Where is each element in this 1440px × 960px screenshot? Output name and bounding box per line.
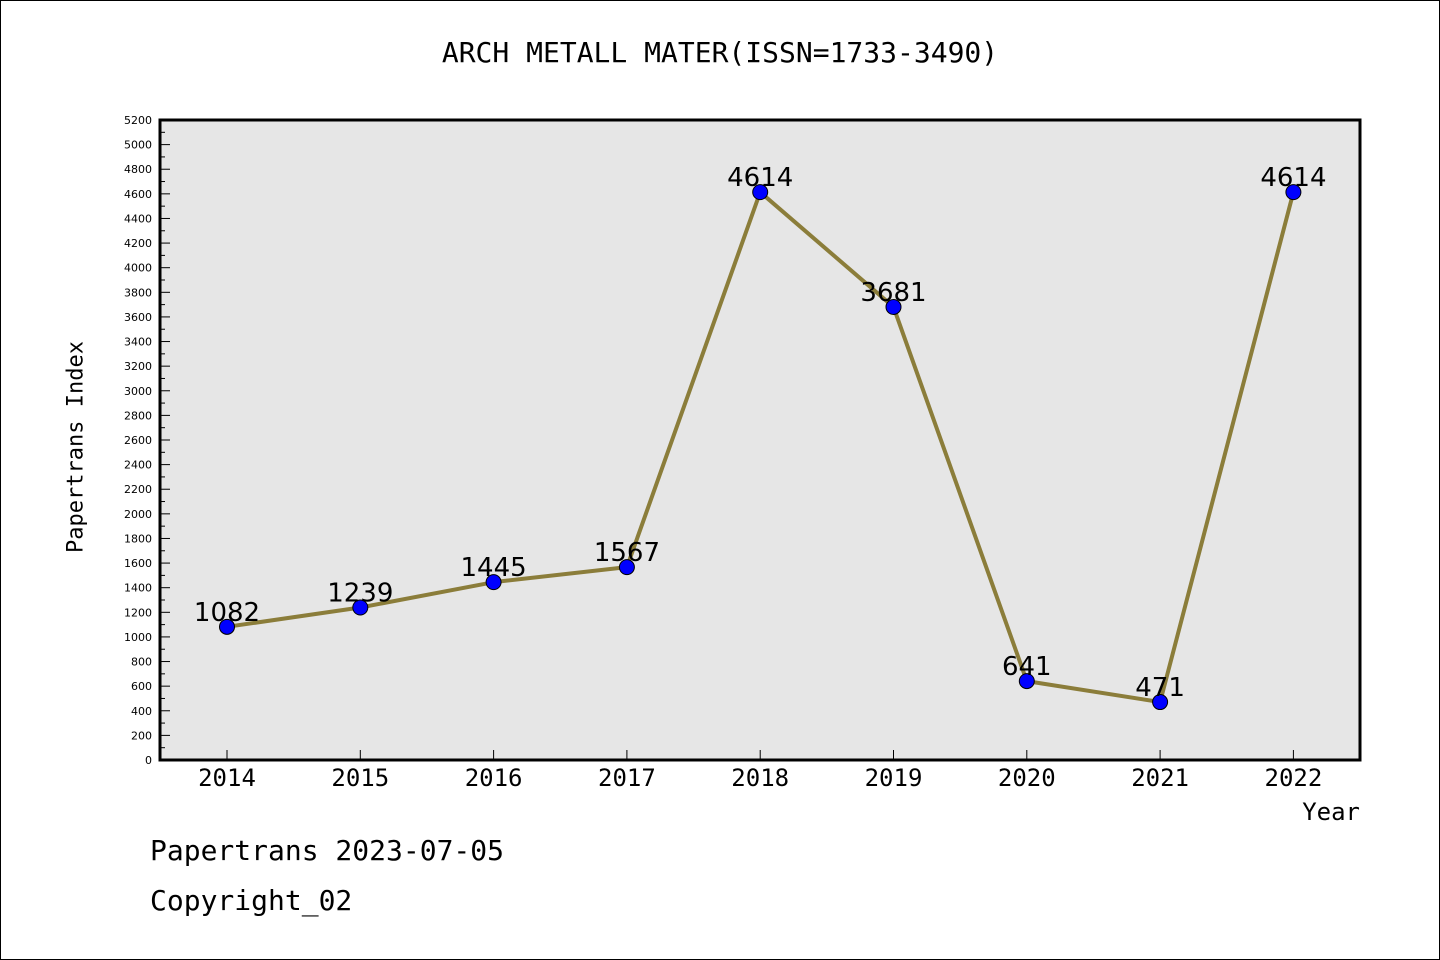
x-tick-label: 2019 xyxy=(865,764,923,792)
y-tick-label: 3200 xyxy=(124,360,152,373)
y-tick-label: 2800 xyxy=(124,409,152,422)
x-tick-label: 2020 xyxy=(998,764,1056,792)
y-tick-label: 3000 xyxy=(124,385,152,398)
data-point xyxy=(1018,673,1035,690)
y-tick-label: 2400 xyxy=(124,459,152,472)
x-tick-label: 2018 xyxy=(731,764,789,792)
data-point xyxy=(219,618,235,635)
x-tick-label: 2016 xyxy=(465,764,523,792)
data-label: 1567 xyxy=(594,538,660,568)
data-point xyxy=(485,574,502,591)
series-markers xyxy=(219,184,1302,711)
y-tick-label: 1600 xyxy=(124,557,152,570)
y-tick-label: 2600 xyxy=(124,434,152,447)
plot-area xyxy=(160,120,1360,760)
y-tick-label: 3400 xyxy=(124,336,152,349)
data-label: 3681 xyxy=(860,278,926,308)
y-tick-label: 3800 xyxy=(124,286,152,299)
y-tick-label: 1800 xyxy=(124,532,152,545)
x-tick-label: 2021 xyxy=(1131,764,1189,792)
footer-date: Papertrans 2023-07-05 xyxy=(150,834,505,867)
y-tick-label: 200 xyxy=(131,729,152,742)
y-tick-label: 4000 xyxy=(124,262,152,275)
chart-title: ARCH METALL MATER(ISSN=1733-3490) xyxy=(441,36,999,69)
y-tick-label: 800 xyxy=(131,656,152,669)
data-label: 1445 xyxy=(461,553,527,583)
y-tick-label: 400 xyxy=(131,705,152,718)
y-tick-label: 5200 xyxy=(124,114,152,127)
data-point xyxy=(352,599,369,616)
data-label: 4614 xyxy=(727,163,793,193)
y-tick-label: 1000 xyxy=(124,631,152,644)
y-tick-label: 4400 xyxy=(124,212,152,225)
data-point xyxy=(618,559,635,576)
data-point xyxy=(1285,184,1302,201)
y-tick-label: 3600 xyxy=(124,311,152,324)
y-tick-label: 4600 xyxy=(124,188,152,201)
data-point xyxy=(885,298,902,315)
data-point xyxy=(752,184,769,201)
data-label: 1239 xyxy=(327,579,393,609)
x-tick-label: 2022 xyxy=(1265,764,1323,792)
y-tick-label: 600 xyxy=(131,680,152,693)
y-tick-label: 2000 xyxy=(124,508,152,521)
y-tick-label: 2200 xyxy=(124,483,152,496)
x-axis: 2014 2015 2016 2017 2018 2019 2020 2021 2022 xyxy=(198,750,1322,792)
y-tick-label: 1400 xyxy=(124,582,152,595)
data-label: 4614 xyxy=(1260,163,1326,193)
footer-copyright: Copyright_02 xyxy=(150,884,353,917)
y-axis: 0 200 400 600 800 1000 1200 1400 1600 1800 2000 220… xyxy=(124,114,170,767)
y-tick-label: 4800 xyxy=(124,163,152,176)
plot-border xyxy=(158,118,1362,762)
x-axis-label: Year xyxy=(1302,798,1360,826)
data-label: 1082 xyxy=(194,598,260,628)
y-tick-label: 5000 xyxy=(124,139,152,152)
data-labels: 1082 1239 1445 1567 4614 3681 641 471 4614 xyxy=(194,163,1327,703)
x-tick-label: 2014 xyxy=(198,764,256,792)
x-tick-label: 2015 xyxy=(331,764,389,792)
data-point xyxy=(1152,694,1169,711)
y-tick-label: 1200 xyxy=(124,606,152,619)
x-tick-label: 2017 xyxy=(598,764,656,792)
y-tick-label: 4200 xyxy=(124,237,152,250)
data-label: 641 xyxy=(1002,652,1052,682)
y-tick-label: 0 xyxy=(145,754,152,767)
data-label: 471 xyxy=(1135,673,1185,703)
